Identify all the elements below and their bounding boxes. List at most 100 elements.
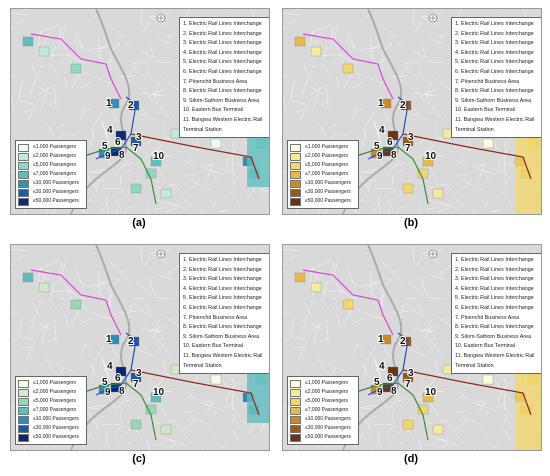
road [38,65,47,67]
legend-label: ≤2,000 Passengers [33,389,77,395]
road [427,422,435,425]
list-item: 5. Electric Rail Lines Interchange [455,295,534,302]
list-item: 2. Electric Rail Lines Interchange [455,30,534,37]
legend-swatch [290,170,301,179]
road [218,208,230,213]
road [462,416,483,427]
zone [110,382,122,393]
road [462,180,483,191]
legend-swatch [18,397,29,406]
road [38,301,47,303]
road [11,100,16,107]
road [31,65,41,82]
road [401,304,405,314]
road [106,194,109,213]
road [347,31,356,52]
zone [515,373,541,450]
interchange-list: 1. Electric Rail Lines Interchange 2. Ele… [179,253,269,375]
zone [210,138,222,149]
legend-label: ≤10,000 Passengers [33,416,79,422]
road [283,248,300,252]
road [363,365,367,382]
road [329,61,338,64]
map-label: 3 [136,368,142,379]
road [503,406,512,417]
road [430,168,439,182]
road [290,316,295,336]
legend-swatch [18,433,29,442]
map-label: 3 [408,368,414,379]
road [283,75,288,77]
road [288,19,296,24]
zone [402,419,414,430]
road [132,61,149,64]
road [369,271,373,294]
road [232,178,236,187]
road [428,38,446,45]
legend-entry: ≤5,000 Passengers [18,161,84,170]
road [182,418,197,432]
panel-caption: (a) [132,217,146,229]
road [310,86,325,96]
legend: ≤1,000 Passengers ≤2,000 Passengers ≤5,000… [15,140,87,209]
road [121,310,137,314]
road [372,439,380,450]
road [404,61,421,64]
road [369,35,373,58]
road [331,261,334,283]
road [472,210,476,214]
road [190,180,211,191]
road [401,68,405,78]
road [49,62,60,77]
road [91,347,104,366]
road [33,322,52,334]
road [283,311,288,313]
legend-swatch [18,143,29,152]
road [154,81,160,100]
map-label: 6 [387,137,393,148]
road [16,255,24,260]
road [154,443,166,446]
road [87,46,105,52]
road [366,196,375,205]
road [374,356,379,374]
road [414,92,436,97]
legend-label: ≤2,000 Passengers [33,153,77,159]
zone [150,156,162,167]
road [200,446,204,450]
legend: ≤1,000 Passengers ≤2,000 Passengers ≤5,000… [15,376,87,445]
road [212,436,217,447]
road [16,19,24,24]
road [232,154,234,174]
road [38,322,53,332]
road [73,40,87,51]
road [115,446,118,450]
road [143,258,150,268]
road [148,278,156,296]
road [504,414,508,423]
road [428,274,446,281]
legend-entry: ≤2,000 Passengers [18,388,84,397]
road [487,135,500,152]
legend-swatch [290,179,301,188]
road [290,336,305,340]
road [172,184,183,194]
road [283,423,286,425]
road [457,174,469,177]
rail-line [130,133,260,180]
road [258,423,269,429]
road [61,259,67,278]
road [148,42,156,60]
road [38,86,53,96]
road [417,144,435,159]
zone [294,36,306,47]
road [367,182,371,193]
map-panel: 12345678910111. Electric Rail Lines Inte… [10,8,270,215]
road [288,255,296,260]
zone [294,272,306,283]
map-label: 4 [107,125,113,136]
road [104,367,110,378]
road [118,74,131,82]
road [112,41,121,51]
road [390,74,403,82]
